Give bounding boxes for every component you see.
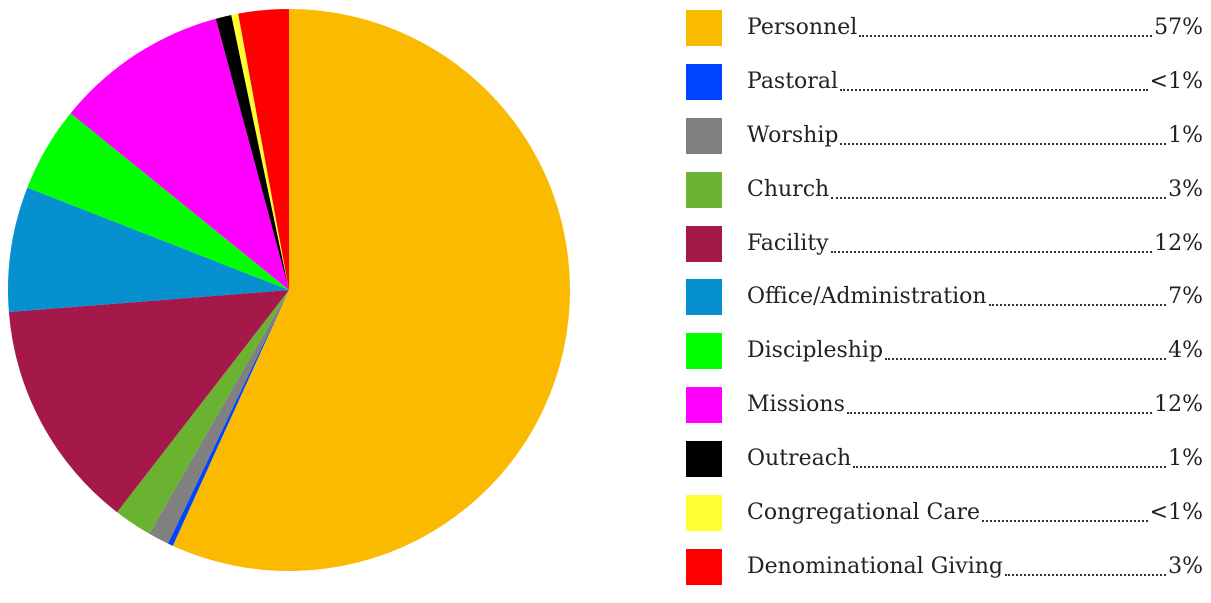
legend-item: Facility 12% xyxy=(686,225,1206,262)
pie-plot xyxy=(7,8,570,571)
legend-leader-dots xyxy=(988,304,1167,307)
legend-swatch xyxy=(686,63,722,100)
legend-leader-dots xyxy=(885,358,1167,361)
legend-value: 1% xyxy=(1168,122,1203,148)
legend-label: Outreach xyxy=(747,446,852,472)
pie-slice xyxy=(8,290,290,513)
legend-label: Congregational Care xyxy=(747,500,980,526)
legend-item: Discipleship 4% xyxy=(686,333,1206,370)
legend-item: Congregational Care <1% xyxy=(686,495,1206,532)
legend: Personnel 57% Pastoral <1% Worship 1% Church 3%… xyxy=(686,10,1206,603)
legend-label: Worship xyxy=(747,122,839,148)
legend-value: 12% xyxy=(1154,392,1203,418)
legend-value: 12% xyxy=(1154,230,1203,256)
legend-value: 3% xyxy=(1168,176,1203,202)
legend-label: Office/Administration xyxy=(747,284,987,310)
legend-item: Office/Administration 7% xyxy=(686,279,1206,316)
legend-label: Missions xyxy=(747,392,845,418)
pie-chart: Personnel 57% Pastoral <1% Worship 1% Church 3%… xyxy=(7,8,1203,585)
legend-leader-dots xyxy=(1005,573,1167,576)
pie-slice xyxy=(149,290,289,544)
pie-slice xyxy=(215,14,289,291)
pie-slice xyxy=(7,187,289,312)
legend-item: Denominational Giving 3% xyxy=(686,548,1206,585)
legend-item: Personnel 57% xyxy=(686,10,1206,46)
legend-label: Discipleship xyxy=(747,338,884,364)
legend-swatch xyxy=(686,441,722,478)
legend-leader-dots xyxy=(859,35,1153,37)
pie-slice xyxy=(231,13,289,290)
legend-value: <1% xyxy=(1149,68,1203,94)
legend-label: Denominational Giving xyxy=(747,553,1004,579)
legend-leader-dots xyxy=(840,142,1167,145)
legend-swatch xyxy=(686,279,722,316)
legend-value: 57% xyxy=(1154,15,1203,40)
legend-value: <1% xyxy=(1149,500,1203,526)
legend-leader-dots xyxy=(830,250,1153,253)
legend-item: Missions 12% xyxy=(686,387,1206,424)
pie-slice xyxy=(238,8,289,290)
legend-item: Pastoral <1% xyxy=(686,63,1206,100)
legend-swatch xyxy=(686,548,722,585)
legend-value: 1% xyxy=(1168,446,1203,472)
legend-leader-dots xyxy=(982,520,1148,523)
pie-slice xyxy=(172,9,570,571)
legend-label: Church xyxy=(747,176,830,202)
legend-value: 7% xyxy=(1168,284,1203,310)
legend-swatch xyxy=(686,171,722,208)
legend-leader-dots xyxy=(839,88,1148,91)
legend-label: Personnel xyxy=(747,15,858,40)
pie-slice xyxy=(70,18,289,290)
legend-leader-dots xyxy=(853,466,1167,469)
legend-swatch xyxy=(686,333,722,370)
legend-value: 3% xyxy=(1168,553,1203,579)
legend-item: Worship 1% xyxy=(686,117,1206,154)
legend-label: Facility xyxy=(747,230,829,256)
pie-slice xyxy=(167,290,289,546)
legend-item: Church 3% xyxy=(686,171,1206,208)
legend-swatch xyxy=(686,117,722,154)
legend-swatch xyxy=(686,387,722,424)
pie-slice xyxy=(27,113,290,290)
legend-swatch xyxy=(686,225,722,262)
legend-leader-dots xyxy=(831,196,1167,199)
pie-slice xyxy=(117,290,289,534)
legend-value: 4% xyxy=(1168,338,1203,364)
legend-item: Outreach 1% xyxy=(686,441,1206,478)
legend-swatch xyxy=(686,495,722,532)
legend-label: Pastoral xyxy=(747,68,838,94)
legend-swatch xyxy=(686,10,722,46)
legend-leader-dots xyxy=(846,412,1153,415)
